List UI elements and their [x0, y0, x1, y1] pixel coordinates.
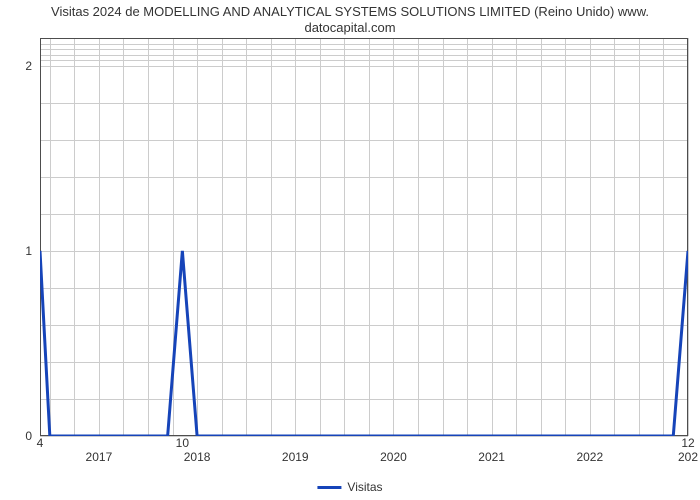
- data-point-annotation: 4: [37, 436, 44, 450]
- gridline-v-major: [688, 38, 689, 436]
- x-axis-tick: 2020: [380, 436, 407, 464]
- x-axis-tick: 2017: [86, 436, 113, 464]
- legend: Visitas: [317, 480, 382, 494]
- chart-title-line1: Visitas 2024 de MODELLING AND ANALYTICAL…: [0, 4, 700, 20]
- plot-area: 012 201720182019202020212022202 41012: [40, 38, 688, 436]
- x-axis-tick: 2022: [576, 436, 603, 464]
- data-point-annotation: 10: [176, 436, 189, 450]
- data-point-annotation: 12: [681, 436, 694, 450]
- chart-title-line2: datocapital.com: [0, 20, 700, 36]
- legend-label: Visitas: [347, 480, 382, 494]
- legend-swatch: [317, 486, 341, 489]
- x-axis-tick: 2019: [282, 436, 309, 464]
- line-series: [40, 38, 688, 436]
- y-axis-tick: 2: [25, 59, 40, 73]
- visits-line: [40, 251, 688, 436]
- chart-title: Visitas 2024 de MODELLING AND ANALYTICAL…: [0, 4, 700, 35]
- x-axis-tick: 2021: [478, 436, 505, 464]
- y-axis-tick: 1: [25, 244, 40, 258]
